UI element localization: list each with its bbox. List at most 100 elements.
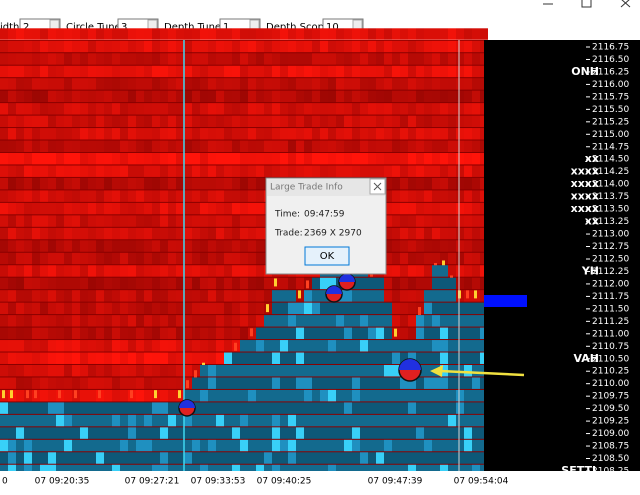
heat-cell <box>384 65 392 78</box>
ok-button[interactable] <box>304 246 350 266</box>
heat-cell <box>256 364 264 377</box>
heat-cell <box>128 115 136 128</box>
heat-cell <box>296 414 304 427</box>
heat-cell <box>336 427 344 439</box>
heat-cell <box>192 103 200 115</box>
heat-cell <box>80 340 88 352</box>
heat-cell <box>296 302 304 315</box>
heat-cell <box>104 78 112 90</box>
heat-cell <box>416 452 424 464</box>
heat-cell <box>208 252 216 265</box>
heat-cell <box>464 215 472 227</box>
heat-cell <box>0 165 8 177</box>
heat-cell <box>248 427 256 439</box>
heat-cell <box>224 427 232 439</box>
heat-cell <box>168 452 176 464</box>
heat-cell <box>168 315 176 327</box>
heat-cell <box>208 302 216 315</box>
ok-button-label[interactable]: OK <box>320 251 335 262</box>
heat-cell <box>88 53 96 65</box>
heat-cell <box>104 152 112 165</box>
heat-cell <box>112 352 120 364</box>
heat-cell <box>24 227 32 240</box>
heat-cell <box>64 464 72 477</box>
heat-cell <box>240 277 248 290</box>
heat-cell <box>24 40 32 53</box>
heat-cell <box>8 364 16 377</box>
heat-cell <box>456 277 464 290</box>
price-label: 2108.75 <box>592 442 629 452</box>
maximize-icon[interactable] <box>581 0 592 8</box>
heat-cell <box>312 340 320 352</box>
heat-cell <box>416 202 424 215</box>
heat-cell <box>376 290 384 302</box>
window-controls <box>543 0 631 8</box>
heat-cell <box>88 227 96 240</box>
heat-cell <box>248 389 256 402</box>
heat-cell <box>312 427 320 439</box>
heat-cell <box>344 103 352 115</box>
heat-cell <box>136 452 144 464</box>
heat-cell <box>472 140 480 152</box>
close-icon[interactable] <box>620 0 630 8</box>
heat-cell <box>408 115 416 128</box>
heat-cell <box>48 165 56 177</box>
heat-cell <box>168 65 176 78</box>
heat-cell <box>8 464 16 477</box>
heat-cell <box>264 377 272 389</box>
heat-cell <box>32 265 40 277</box>
heat-cell <box>408 177 416 190</box>
heat-cell <box>96 227 104 240</box>
heat-cell <box>448 290 456 302</box>
heat-cell <box>208 327 216 340</box>
field-value: 1 <box>223 22 229 33</box>
heat-cell <box>184 252 192 265</box>
heat-cell <box>120 464 128 477</box>
heat-cell <box>232 115 240 128</box>
heat-cell <box>448 128 456 140</box>
heat-cell <box>440 190 448 202</box>
heat-cell <box>456 240 464 252</box>
heat-cell <box>464 65 472 78</box>
heat-cell <box>128 290 136 302</box>
heat-cell <box>384 377 392 389</box>
heat-cell <box>200 40 208 53</box>
heat-cell <box>168 90 176 103</box>
heat-cell <box>184 90 192 103</box>
heat-cell <box>0 90 8 103</box>
heat-cell <box>464 327 472 340</box>
heat-cell <box>16 215 24 227</box>
heat-cell <box>80 265 88 277</box>
heat-cell <box>384 202 392 215</box>
heat-cell <box>320 40 328 53</box>
heat-cell <box>160 389 168 402</box>
heat-cell <box>48 402 56 414</box>
heat-cell <box>24 327 32 340</box>
heat-cell <box>408 28 416 40</box>
heat-cell <box>128 40 136 53</box>
heat-cell <box>176 128 184 140</box>
heat-cell <box>400 28 408 40</box>
heat-cell <box>200 427 208 439</box>
heat-cell <box>240 439 248 452</box>
heat-cell <box>352 128 360 140</box>
heat-cell <box>112 227 120 240</box>
heat-cell <box>296 28 304 40</box>
heat-cell <box>88 290 96 302</box>
heat-cell <box>112 452 120 464</box>
heat-cell <box>128 65 136 78</box>
heat-cell <box>56 90 64 103</box>
heat-cell <box>48 252 56 265</box>
heat-cell <box>0 202 8 215</box>
price-label: 2110.00 <box>592 379 629 389</box>
heat-cell <box>224 115 232 128</box>
heat-cell <box>168 103 176 115</box>
heat-cell <box>408 377 416 389</box>
heat-cell <box>280 140 288 152</box>
heat-cell <box>296 90 304 103</box>
heat-cell <box>360 452 368 464</box>
heat-cell <box>384 190 392 202</box>
heat-cell <box>200 215 208 227</box>
heat-cell <box>80 128 88 140</box>
